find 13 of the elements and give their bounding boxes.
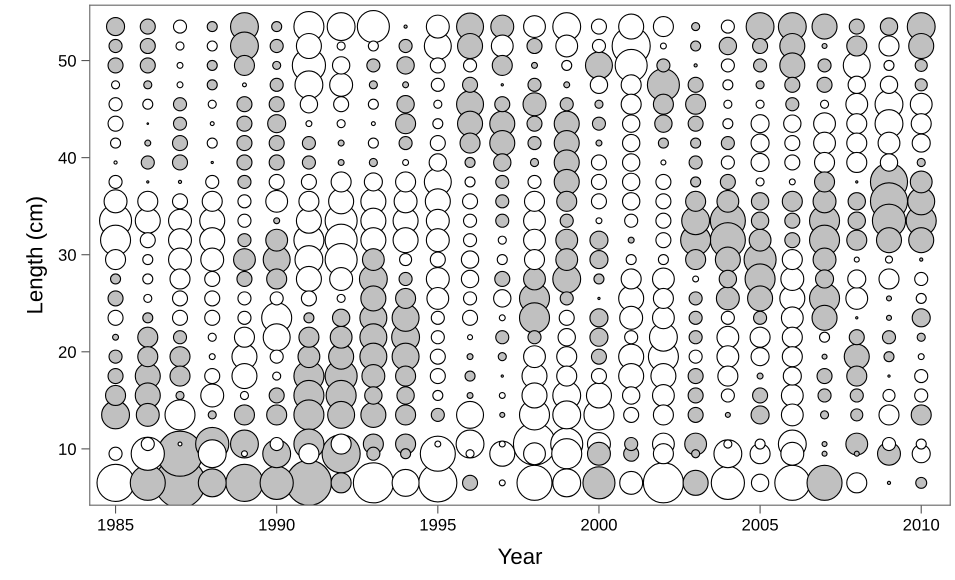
y-tick-label: 20	[58, 346, 76, 358]
x-axis-title: Year	[498, 548, 542, 564]
y-tick-label: 50	[58, 54, 76, 67]
x-tick-label: 1995	[420, 518, 456, 531]
y-tick-label: 10	[59, 443, 76, 456]
x-tick-label: 1985	[98, 518, 134, 531]
x-tick-label: 2000	[581, 518, 617, 531]
x-tick-label: 2005	[742, 518, 778, 531]
y-tick-label: 40	[58, 152, 76, 164]
y-tick-label: 30	[58, 249, 76, 261]
y-axis-title: Length (cm)	[26, 197, 47, 313]
x-tick-label: 2010	[904, 518, 940, 531]
x-tick-label: 1990	[259, 518, 295, 531]
